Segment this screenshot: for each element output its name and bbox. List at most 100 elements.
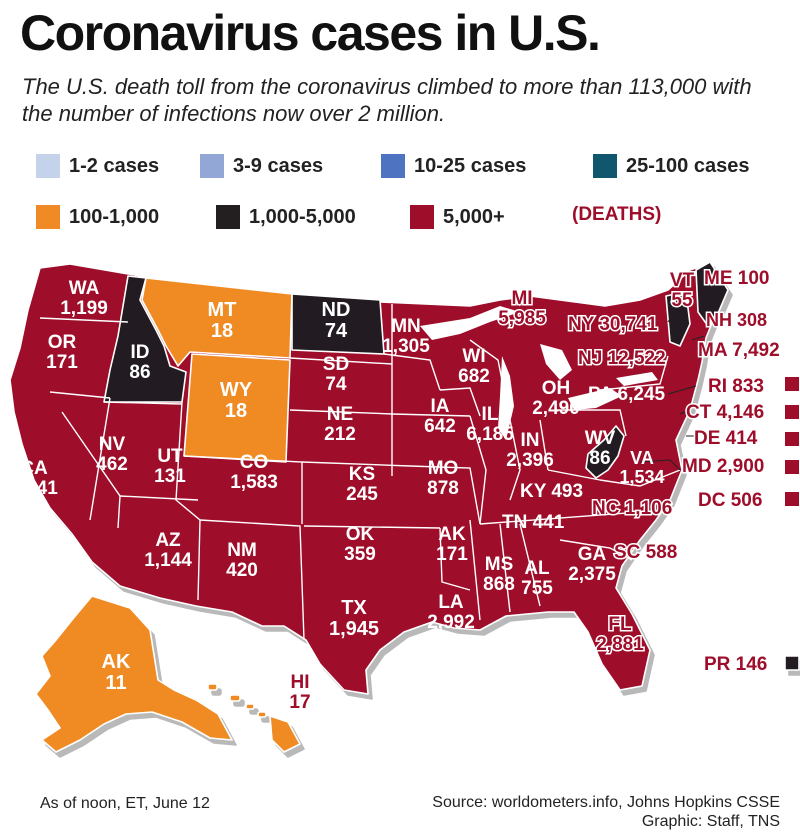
legend-item-10-25-cases: 10-25 cases	[381, 153, 526, 179]
state-label-ok: OK 359	[344, 524, 376, 565]
state-vt-shape	[665, 291, 691, 347]
state-abbr: MN	[391, 316, 421, 337]
state-abbr: CA	[20, 458, 48, 479]
state-label-text: MA 7,492	[698, 340, 780, 361]
state-abbr: LA	[438, 592, 464, 613]
state-label-text: HI 17	[289, 672, 310, 713]
legend-item-3-9-cases: 3-9 cases	[200, 153, 323, 179]
state-value: 131	[154, 466, 186, 487]
state-abbr: IL	[482, 404, 499, 425]
state-abbr: UT	[157, 446, 183, 467]
state-value: 5,985	[498, 308, 546, 329]
legend-swatch	[36, 154, 60, 178]
state-label-va: VA 1,534	[619, 448, 664, 487]
state-label-nj: NJ 12,522	[577, 347, 668, 371]
legend-swatch	[200, 154, 224, 178]
state-label-al: AL 755	[521, 558, 553, 599]
deaths-tag: (DEATHS)	[572, 204, 662, 225]
state-label-ia: IA 642	[424, 396, 456, 437]
state-label-sd: SD 74	[323, 354, 349, 395]
state-label-text: OR 171	[46, 332, 78, 373]
state-value: 878	[427, 478, 459, 499]
state-label-me: ME 100	[703, 267, 771, 291]
state-label-md: MD 2,900	[681, 455, 766, 479]
state-abbr: AZ	[155, 530, 181, 551]
state-label-text: NH 308	[706, 310, 767, 330]
state-label-text: TN 441	[502, 512, 565, 533]
state-value: 17	[289, 692, 310, 713]
state-value: 2,992	[427, 612, 475, 633]
state-label-text: NC 1,106	[592, 498, 672, 519]
state-label-wa: WA 1,199	[60, 278, 108, 319]
state-label-nh: NH 308	[705, 309, 769, 332]
state-value: 420	[226, 560, 258, 581]
state-value: 4,941	[10, 478, 58, 499]
state-value: 868	[483, 574, 515, 595]
state-abbr: VT	[670, 270, 695, 291]
state-label-nd: ND 74	[322, 299, 351, 342]
state-value: 642	[424, 416, 456, 437]
state-abbr: NM	[227, 540, 257, 561]
state-abbr: NE	[327, 404, 353, 425]
state-label-text: AL 755	[521, 558, 553, 599]
state-pr-marker	[784, 655, 800, 671]
state-label-pa: PA 6,245	[588, 384, 666, 405]
legend-swatch	[216, 205, 240, 229]
state-label-wy: WY 18	[220, 379, 253, 422]
state-value: 2,881	[596, 634, 644, 655]
state-abbr: ND	[322, 299, 351, 321]
state-label-text: RI 833	[708, 376, 764, 397]
state-label-text: MO 878	[427, 458, 459, 499]
state-label-id: ID 86	[129, 342, 150, 383]
state-label-ga: GA 2,375	[568, 544, 616, 585]
state-value: 55	[671, 290, 693, 311]
state-label-mt: MT 18	[208, 299, 237, 342]
state-abbr: ID	[131, 342, 150, 363]
state-label-nm: NM 420	[226, 540, 258, 581]
state-value: 2,490	[532, 398, 580, 419]
state-value: 86	[129, 362, 150, 383]
state-value: 1,199	[60, 298, 108, 319]
marker-ri	[785, 377, 799, 391]
state-value: 1,144	[144, 550, 192, 571]
state-label-co: CO 1,583	[230, 452, 278, 493]
state-label-ne: NE 212	[324, 404, 356, 445]
state-label-text: SC 588	[614, 542, 677, 563]
state-value: 1,305	[382, 336, 430, 357]
state-label-text: MD 2,900	[682, 456, 764, 477]
state-abbr: AK	[438, 524, 466, 545]
state-abbr: OK	[346, 524, 375, 545]
state-abbr: MI	[511, 288, 532, 309]
state-abbr: MO	[428, 458, 459, 479]
state-wy-shape	[183, 353, 291, 463]
state-label-text: MN 1,305	[382, 316, 430, 357]
legend-label: 100-1,000	[69, 205, 160, 228]
state-abbr: MS	[485, 554, 514, 575]
state-label-text: MT 18	[208, 299, 237, 342]
state-label-text: NM 420	[226, 540, 258, 581]
marker-de	[785, 432, 799, 446]
state-label-text: AK 11	[102, 651, 131, 694]
state-label-fl: FL 2,881	[595, 613, 646, 657]
state-label-text: CA 4,941	[10, 458, 58, 499]
marker-dc	[785, 492, 799, 506]
state-label-ct: CT 4,146	[685, 401, 766, 425]
state-label-text: IL 6,185	[466, 404, 514, 445]
state-value: 359	[344, 544, 376, 565]
state-value: 18	[211, 320, 233, 342]
legend-label: 3-9 cases	[233, 154, 324, 177]
state-value: 245	[346, 484, 378, 505]
state-abbr: OR	[48, 332, 77, 353]
footer-credit-line: Graphic: Staff, TNS	[641, 813, 780, 830]
state-value: 1,945	[329, 618, 379, 640]
legend-label: 10-25 cases	[414, 154, 527, 177]
state-label-text: NY 30,741	[568, 314, 658, 335]
state-wv-shape	[585, 425, 625, 479]
state-abbr: CO	[240, 452, 269, 473]
state-label-mo: MO 878	[427, 458, 459, 499]
state-label-text: KY 493	[520, 481, 583, 502]
state-id-shape	[103, 275, 187, 403]
state-label-text: WI 682	[458, 346, 490, 387]
